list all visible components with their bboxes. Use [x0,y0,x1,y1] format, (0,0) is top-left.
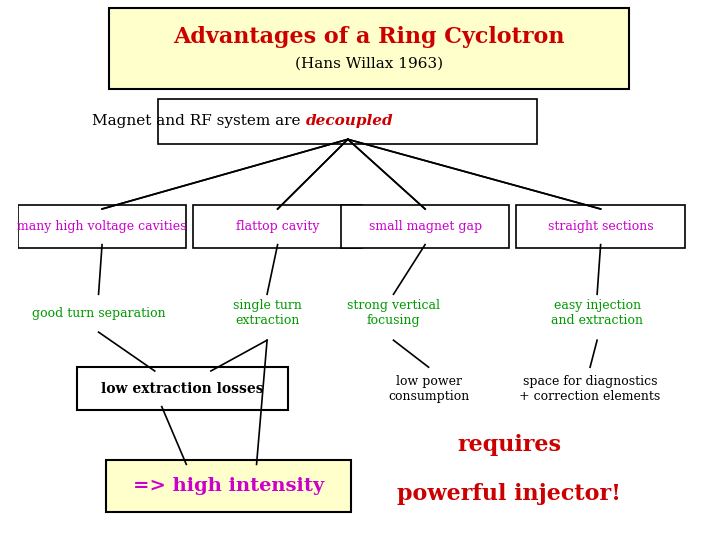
Text: (Hans Willax 1963): (Hans Willax 1963) [294,57,443,71]
Text: Magnet and RF system are: Magnet and RF system are [92,114,306,129]
FancyBboxPatch shape [341,205,509,248]
Text: small magnet gap: small magnet gap [369,220,482,233]
Text: requires: requires [457,435,562,456]
Text: easy injection
and extraction: easy injection and extraction [551,299,643,327]
FancyBboxPatch shape [516,205,685,248]
Text: good turn separation: good turn separation [32,307,166,320]
Text: flattop cavity: flattop cavity [236,220,320,233]
FancyBboxPatch shape [78,367,288,410]
Text: space for diagnostics
+ correction elements: space for diagnostics + correction eleme… [519,375,661,403]
Text: straight sections: straight sections [548,220,654,233]
Text: low extraction losses: low extraction losses [102,382,264,396]
Text: Advantages of a Ring Cyclotron: Advantages of a Ring Cyclotron [173,26,564,48]
Text: powerful injector!: powerful injector! [397,483,621,505]
Text: many high voltage cavities: many high voltage cavities [17,220,186,233]
FancyBboxPatch shape [18,205,186,248]
FancyBboxPatch shape [106,460,351,512]
Text: decoupled: decoupled [306,114,393,129]
Text: single turn
extraction: single turn extraction [233,299,302,327]
FancyBboxPatch shape [109,8,629,89]
Text: => high intensity: => high intensity [132,477,324,495]
Text: strong vertical
focusing: strong vertical focusing [347,299,440,327]
FancyBboxPatch shape [194,205,362,248]
FancyBboxPatch shape [158,98,537,144]
Text: low power
consumption: low power consumption [388,375,469,403]
